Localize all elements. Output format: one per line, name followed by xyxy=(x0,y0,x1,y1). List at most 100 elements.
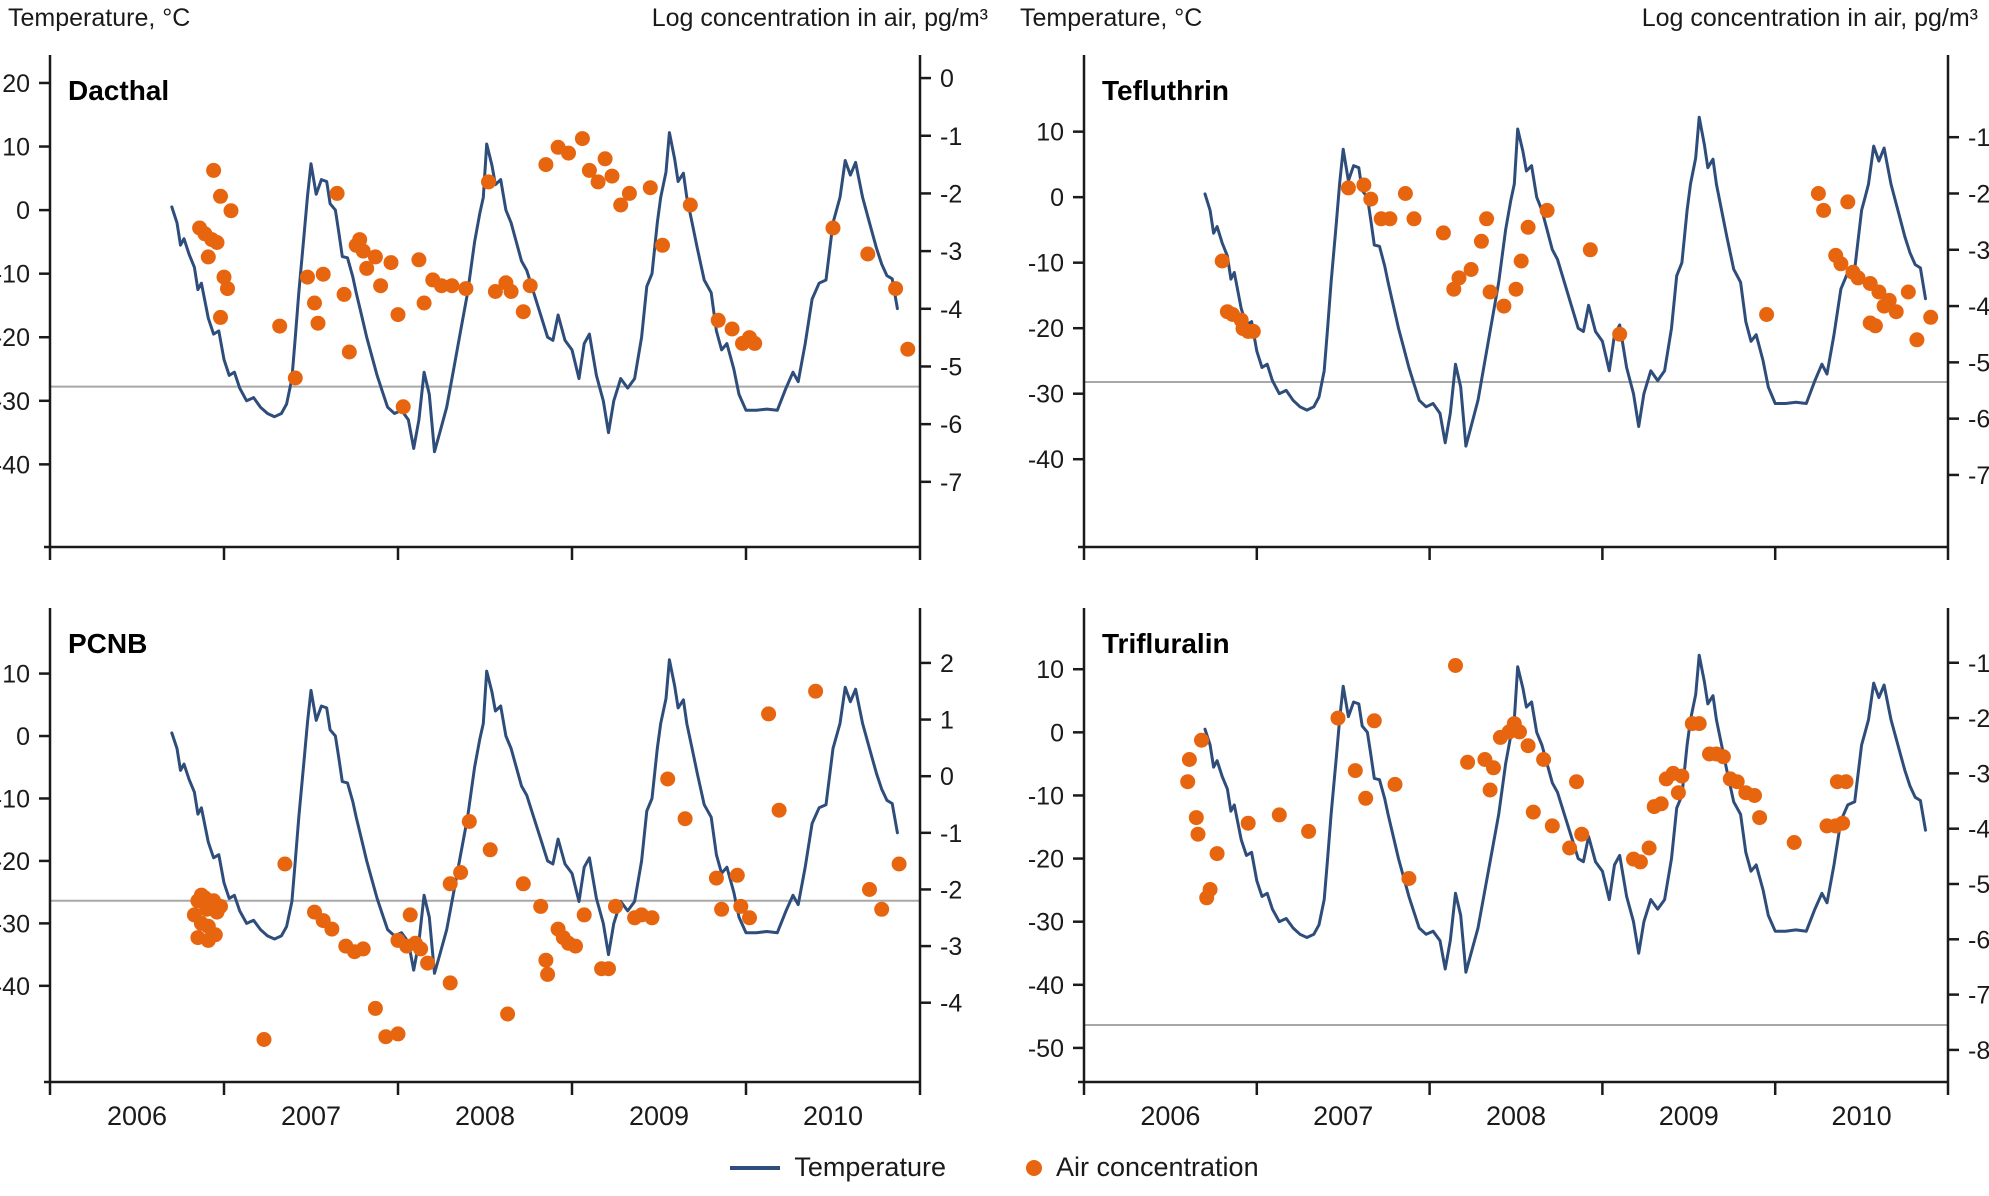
air-concentration-dot xyxy=(642,180,658,196)
temp-tick-label: -20 xyxy=(1028,315,1064,343)
air-concentration-dot xyxy=(1397,186,1413,201)
air-concentration-dot xyxy=(442,975,458,991)
air-concentration-dot xyxy=(207,927,223,943)
temp-tick-label: -10 xyxy=(0,785,30,813)
air-concentration-dot xyxy=(1674,768,1690,784)
air-concentration-dot xyxy=(1871,284,1887,300)
temp-axis-title-right: Temperature, °C xyxy=(1020,4,1203,32)
year-label: 2007 xyxy=(281,1101,341,1131)
air-concentration-dot xyxy=(413,941,429,957)
air-concentration-dot xyxy=(315,266,331,282)
air-concentration-dot xyxy=(367,249,383,265)
air-concentration-dot xyxy=(597,151,613,167)
air-concentration-dot xyxy=(515,876,531,892)
air-concentration-dot xyxy=(1759,307,1775,322)
air-concentration-dot xyxy=(1473,233,1489,249)
air-concentration-dot xyxy=(1194,732,1209,748)
air-concentration-dot xyxy=(1508,281,1524,297)
air-concentration-dot xyxy=(1670,785,1686,801)
air-concentration-dot xyxy=(1451,270,1467,286)
year-label: 2006 xyxy=(107,1101,167,1131)
panel-trifluralin: 10 0 -10 -20 -30 -40 -50 -1 -2 -3 -4 -5 -6 -7 -8 2006 20… xyxy=(1028,608,1989,1131)
air-concentration-dot xyxy=(1612,326,1628,342)
air-concentration-dot xyxy=(891,856,907,872)
conc-tick-label: -6 xyxy=(1968,406,1989,434)
air-concentration-dot xyxy=(1330,710,1346,726)
air-concentration-dot xyxy=(538,952,554,968)
conc-tick-label: -2 xyxy=(940,180,962,208)
air-concentration-dot xyxy=(482,842,498,858)
temp-tick-label: -30 xyxy=(0,388,30,416)
temp-tick-label: -20 xyxy=(0,848,30,876)
air-concentration-dot xyxy=(220,281,235,297)
air-concentration-dot xyxy=(714,901,730,917)
temp-tick-label: 10 xyxy=(2,661,30,689)
air-concentration-dot xyxy=(862,882,877,897)
air-concentration-dot xyxy=(1347,763,1363,779)
air-concentration-dot xyxy=(329,185,345,201)
air-concentration-dot xyxy=(378,1029,394,1045)
axes xyxy=(39,608,931,1095)
temp-tick-label: -30 xyxy=(1028,381,1064,409)
axis-labels: 20 10 0 -10 -20 -30 -40 0 -1 -2 -3 -4 -5 -6 -7 xyxy=(0,65,962,497)
air-concentration-dot xyxy=(540,966,556,982)
air-concentration-dot xyxy=(481,174,496,190)
air-concentration-dot xyxy=(574,131,590,147)
air-concentration-dot xyxy=(1539,202,1555,218)
air-concentration-dot xyxy=(256,1032,272,1047)
axis-labels: 10 0 -10 -20 -30 -40 -50 -1 -2 -3 -4 -5 -6 -7 -8 2006 20… xyxy=(1028,650,1989,1131)
conc-tick-label: -6 xyxy=(1968,926,1989,954)
air-concentration-dot xyxy=(1582,242,1598,258)
legend-temperature-label: Temperature xyxy=(794,1152,946,1182)
air-concentration-dots xyxy=(186,683,907,1047)
conc-axis-title-left: Log concentration in air, pg/m³ xyxy=(651,4,988,32)
conc-axis-title-right: Log concentration in air, pg/m³ xyxy=(1641,4,1978,32)
air-concentration-dot xyxy=(1569,774,1584,790)
conc-tick-label: -4 xyxy=(940,296,962,324)
temperature-line xyxy=(170,131,899,454)
conc-tick-label: -3 xyxy=(940,238,962,266)
temp-tick-label: -10 xyxy=(1028,250,1064,278)
air-concentration-dot xyxy=(1632,854,1648,870)
air-concentration-dot xyxy=(434,278,449,294)
conc-tick-label: -4 xyxy=(940,990,962,1018)
air-concentration-dot xyxy=(1752,810,1768,826)
air-concentration-dot xyxy=(1691,716,1707,732)
air-concentration-dot xyxy=(395,399,411,415)
air-concentration-dot xyxy=(561,145,576,161)
air-concentration-dot xyxy=(1479,211,1495,227)
air-concentration-dot xyxy=(581,162,597,178)
air-concentration-dot xyxy=(416,295,432,311)
temp-tick-label: 10 xyxy=(2,134,30,162)
conc-tick-label: -3 xyxy=(940,933,962,961)
year-label: 2007 xyxy=(1313,1101,1373,1131)
air-concentration-dot xyxy=(724,321,740,337)
air-concentration-dot xyxy=(771,802,787,818)
air-concentration-dot xyxy=(487,284,503,299)
air-concentration-dot xyxy=(1810,186,1826,201)
year-label: 2009 xyxy=(629,1101,689,1131)
conc-tick-label: -2 xyxy=(1968,705,1989,733)
air-concentration-dot xyxy=(1835,815,1851,831)
air-concentration-dot xyxy=(742,910,757,926)
air-concentration-dot xyxy=(761,706,777,722)
air-concentration-dots xyxy=(192,131,916,415)
header-row-right: Temperature, °C Log concentration in air… xyxy=(1020,4,1978,33)
conc-tick-label: -5 xyxy=(940,353,962,381)
year-label: 2006 xyxy=(1140,1101,1200,1131)
air-concentration-dot xyxy=(1463,262,1479,277)
temp-tick-label: -20 xyxy=(0,324,30,352)
air-concentration-dot xyxy=(733,898,749,914)
panel-pcnb: 100-10-20-30-40210-1-2-3-420062007200820… xyxy=(0,608,962,1131)
air-concentration-dot xyxy=(1786,835,1802,850)
air-concentration-dot xyxy=(533,898,549,914)
conc-tick-label: -1 xyxy=(940,820,962,848)
conc-tick-label: -1 xyxy=(1968,124,1989,152)
temp-tick-label: 10 xyxy=(1036,656,1064,684)
air-concentration-dot xyxy=(1641,840,1657,856)
air-concentration-dot xyxy=(1406,211,1422,227)
temp-tick-label: -40 xyxy=(0,973,30,1001)
air-concentration-dot xyxy=(1512,724,1527,740)
air-concentration-dot xyxy=(461,814,477,829)
air-concentration-dot xyxy=(1833,256,1849,272)
